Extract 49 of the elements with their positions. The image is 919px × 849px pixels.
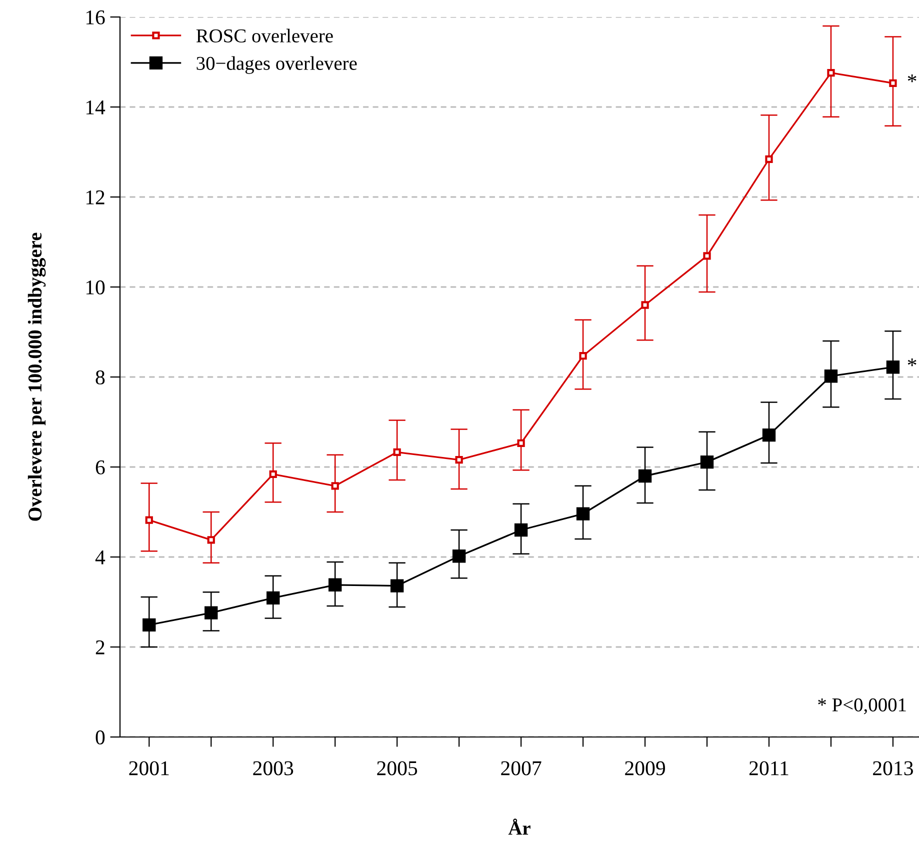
x-tick-label: 2003 (253, 761, 294, 776)
y-tick-label: 12 (86, 190, 104, 204)
annotation: * (908, 358, 916, 366)
y-tick-label: 6 (96, 460, 105, 474)
y-tick-label: 8 (96, 370, 105, 384)
point (638, 469, 652, 483)
y-tick-label: 4 (95, 550, 106, 564)
point (641, 301, 649, 309)
point (700, 455, 714, 469)
x-tick-label: 2007 (501, 761, 542, 776)
point (207, 536, 215, 544)
legend-label: ROSC overlevere (196, 28, 333, 42)
x-tick-label: 2005 (377, 761, 418, 776)
x-tick-label: 2001 (129, 761, 169, 776)
point (579, 352, 587, 360)
point (576, 507, 590, 520)
y-tick-label: 14 (86, 100, 106, 114)
point (765, 155, 773, 164)
point (145, 516, 153, 524)
y-tick-label: 0 (96, 730, 105, 744)
x-tick-label: 2013 (873, 761, 913, 776)
annotation: * P<0,0001 (818, 698, 906, 714)
point (393, 448, 401, 456)
x-axis-title: År (508, 818, 530, 835)
point (269, 470, 277, 478)
point (889, 79, 897, 87)
point (204, 606, 218, 620)
point (331, 482, 339, 490)
point (517, 439, 525, 447)
point (455, 456, 463, 464)
point (824, 370, 838, 383)
point (390, 579, 404, 592)
y-tick-label: 2 (96, 640, 104, 654)
point (266, 591, 280, 605)
point (328, 578, 342, 592)
x-tick-label: 2009 (625, 761, 665, 776)
x-tick-label: 2011 (749, 761, 788, 776)
point (886, 360, 900, 374)
point (514, 523, 528, 537)
point (703, 252, 711, 260)
y-tick-label: 16 (86, 10, 105, 24)
y-axis-title: Overlevere per 100.000 indbyggere (28, 232, 46, 521)
legend-label: 30−dages overlevere (196, 56, 357, 74)
annotation: * (908, 74, 916, 82)
point (142, 618, 156, 632)
y-tick-label: 10 (86, 280, 105, 294)
point (452, 550, 466, 563)
point (762, 428, 776, 442)
point (827, 68, 835, 77)
